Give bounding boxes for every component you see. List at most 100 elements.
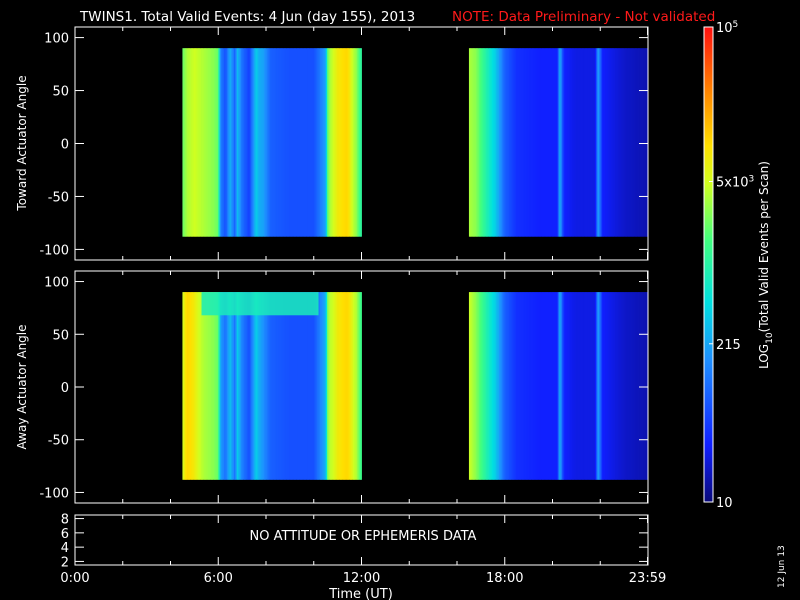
away-heatmap-column	[619, 292, 622, 480]
away-heatmap-column	[471, 292, 474, 480]
away-heatmap-column	[202, 292, 205, 480]
away-heatmap-column	[245, 292, 248, 480]
away-heatmap-column	[516, 292, 519, 480]
toward-heatmap-column	[252, 48, 255, 237]
away-y-ticks: -100 -50 0 50 100	[39, 276, 648, 501]
x-tick-label: 0:00	[60, 571, 89, 586]
toward-heatmap-column	[576, 48, 579, 237]
toward-heatmap-column	[583, 48, 586, 237]
away-heatmap-column	[620, 292, 623, 480]
away-heatmap-column	[643, 292, 646, 480]
toward-heatmap-column	[298, 48, 301, 237]
away-heatmap-column	[322, 292, 325, 480]
away-heatmap-column	[617, 292, 620, 480]
toward-heatmap-column	[504, 48, 507, 237]
toward-heatmap-column	[225, 48, 228, 237]
toward-heatmap-column	[584, 48, 587, 237]
y-tick-label: 4	[61, 541, 69, 556]
date-stamp: 12 Jun 13	[777, 545, 787, 588]
toward-heatmap-column	[603, 48, 606, 237]
away-heatmap-column	[531, 292, 534, 480]
away-heatmap-column	[236, 292, 239, 480]
toward-heatmap-column	[587, 48, 590, 237]
toward-heatmap-column	[315, 48, 318, 237]
away-heatmap-column	[345, 292, 348, 480]
away-heatmap-column	[529, 292, 531, 480]
toward-heatmap-column	[341, 48, 344, 237]
toward-heatmap-column	[550, 48, 553, 237]
toward-heatmap-column	[213, 48, 216, 237]
toward-heatmap-column	[519, 48, 521, 237]
toward-heatmap-column	[516, 48, 519, 237]
away-heatmap-column	[590, 292, 593, 480]
toward-heatmap-column	[596, 48, 599, 237]
toward-heatmap-column	[314, 48, 317, 237]
away-heatmap-column	[597, 292, 600, 480]
toward-heatmap-column	[208, 48, 211, 237]
away-heatmap-column	[613, 292, 616, 480]
away-heatmap-column	[541, 292, 544, 480]
away-heatmap-column	[223, 292, 226, 480]
toward-heatmap-column	[580, 48, 583, 237]
away-heatmap-column	[550, 292, 553, 480]
toward-heatmap-column	[328, 48, 331, 237]
toward-heatmap-column	[232, 48, 235, 237]
toward-heatmap-column	[324, 48, 327, 237]
away-heatmap-column	[258, 292, 261, 480]
toward-heatmap-column	[567, 48, 570, 237]
away-heatmap-column	[302, 292, 305, 480]
toward-heatmap-column	[557, 48, 560, 237]
away-heatmap-column	[580, 292, 583, 480]
toward-heatmap-column	[590, 48, 593, 237]
time-axis-label: Time (UT)	[328, 587, 393, 600]
toward-heatmap-column	[589, 48, 592, 237]
away-heatmap-column	[592, 292, 594, 480]
toward-heatmap-column	[262, 48, 265, 237]
away-heatmap-column	[494, 292, 497, 480]
away-heatmap-column	[309, 292, 312, 480]
away-heatmap-column	[211, 292, 213, 480]
away-heatmap-column	[480, 292, 483, 480]
away-heatmap-column	[229, 292, 232, 480]
away-heatmap-column	[554, 292, 557, 480]
away-heatmap-column	[329, 292, 332, 480]
away-heatmap-column	[192, 292, 195, 480]
away-heatmap-column	[501, 292, 504, 480]
away-heatmap-column	[602, 292, 604, 480]
toward-heatmap-column	[524, 48, 527, 237]
away-heatmap-column	[627, 292, 630, 480]
away-heatmap-column	[596, 292, 599, 480]
toward-heatmap	[182, 48, 649, 237]
away-heatmap-column	[483, 292, 486, 480]
toward-heatmap-column	[553, 48, 556, 237]
toward-heatmap-column	[193, 48, 196, 237]
toward-heatmap-column	[345, 48, 348, 237]
toward-heatmap-column	[205, 48, 208, 237]
toward-heatmap-column	[352, 48, 355, 237]
away-heatmap-column	[500, 292, 503, 480]
toward-heatmap-column	[218, 48, 221, 237]
away-heatmap-column	[259, 292, 262, 480]
away-heatmap-column	[327, 292, 329, 480]
toward-heatmap-column	[602, 48, 604, 237]
away-heatmap-column	[603, 292, 606, 480]
away-heatmap-column	[195, 292, 198, 480]
toward-heatmap-column	[507, 48, 510, 237]
away-heatmap-column	[526, 292, 529, 480]
toward-heatmap-column	[609, 48, 612, 237]
toward-heatmap-column	[259, 48, 262, 237]
toward-heatmap-column	[531, 48, 534, 237]
colorbar-tick-label: 215	[716, 338, 741, 353]
away-heatmap-column	[473, 292, 476, 480]
away-heatmap-column	[629, 292, 632, 480]
toward-heatmap-column	[281, 48, 284, 237]
away-heatmap-column	[266, 292, 269, 480]
toward-heatmap-column	[185, 48, 188, 237]
toward-heatmap-column	[539, 48, 541, 237]
toward-heatmap-column	[188, 48, 190, 237]
away-heatmap-column	[524, 292, 527, 480]
away-heatmap-column	[470, 292, 473, 480]
away-heatmap-column	[549, 292, 551, 480]
